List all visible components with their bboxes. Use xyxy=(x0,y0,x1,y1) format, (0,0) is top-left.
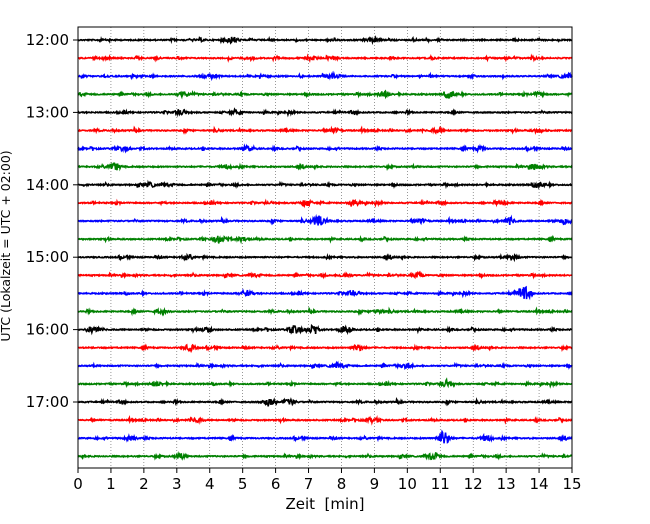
x-tick-label: 11 xyxy=(431,475,450,493)
seismic-trace xyxy=(77,396,573,407)
x-tick-label: 12 xyxy=(464,475,483,493)
seismic-trace xyxy=(77,323,573,336)
y-tick-label: 16:00 xyxy=(26,321,69,339)
x-tick-label: 7 xyxy=(304,475,314,493)
x-tick-label: 4 xyxy=(205,475,215,493)
x-tick-label: 9 xyxy=(370,475,380,493)
seismic-trace xyxy=(77,35,573,46)
y-axis: 12:00 13:00 14:00 15:00 16:00 17:00 xyxy=(26,31,78,411)
seismic-trace xyxy=(77,377,573,389)
x-tick-label: 15 xyxy=(562,475,581,493)
y-tick-label: 17:00 xyxy=(26,393,69,411)
seismic-trace xyxy=(77,451,573,461)
x-tick-label: 10 xyxy=(398,475,417,493)
seismic-trace xyxy=(77,234,573,245)
x-tick-label: 0 xyxy=(73,475,83,493)
y-tick-label: 12:00 xyxy=(26,31,69,49)
x-axis: 0 1 2 3 4 5 6 7 8 9 10 11 12 13 14 15 xyxy=(73,468,582,493)
seismic-trace xyxy=(77,70,573,82)
x-axis-label: Zeit [min] xyxy=(285,495,364,513)
seismic-trace xyxy=(77,343,573,354)
seismic-trace xyxy=(77,252,573,263)
y-axis-label: UTC (Lokalzeit = UTC + 02:00) xyxy=(0,150,13,341)
x-tick-label: 5 xyxy=(238,475,248,493)
x-tick-label: 6 xyxy=(271,475,281,493)
seismic-trace xyxy=(77,198,573,209)
seismic-trace xyxy=(77,414,573,426)
seismic-trace xyxy=(77,285,573,301)
y-tick-label: 14:00 xyxy=(26,176,69,194)
seismic-trace xyxy=(77,179,573,190)
y-tick-label: 15:00 xyxy=(26,248,69,266)
x-tick-label: 3 xyxy=(172,475,182,493)
seismic-trace xyxy=(77,270,573,280)
y-tick-label: 13:00 xyxy=(26,103,69,121)
seismic-trace xyxy=(77,161,573,172)
seismic-trace xyxy=(77,213,573,226)
trace-layer xyxy=(77,35,573,461)
x-tick-label: 13 xyxy=(497,475,516,493)
seismic-trace xyxy=(77,143,573,154)
seismic-trace xyxy=(77,429,573,444)
x-tick-label: 14 xyxy=(530,475,549,493)
plot-frame xyxy=(77,26,573,469)
x-tick-label: 8 xyxy=(337,475,347,493)
seismic-trace xyxy=(77,125,573,135)
seismic-trace xyxy=(77,107,573,118)
seismic-trace xyxy=(77,360,573,371)
seismic-trace xyxy=(77,53,573,63)
seismic-trace xyxy=(77,306,573,317)
x-tick-label: 1 xyxy=(106,475,116,493)
x-tick-label: 2 xyxy=(139,475,149,493)
seismic-trace xyxy=(77,89,573,100)
